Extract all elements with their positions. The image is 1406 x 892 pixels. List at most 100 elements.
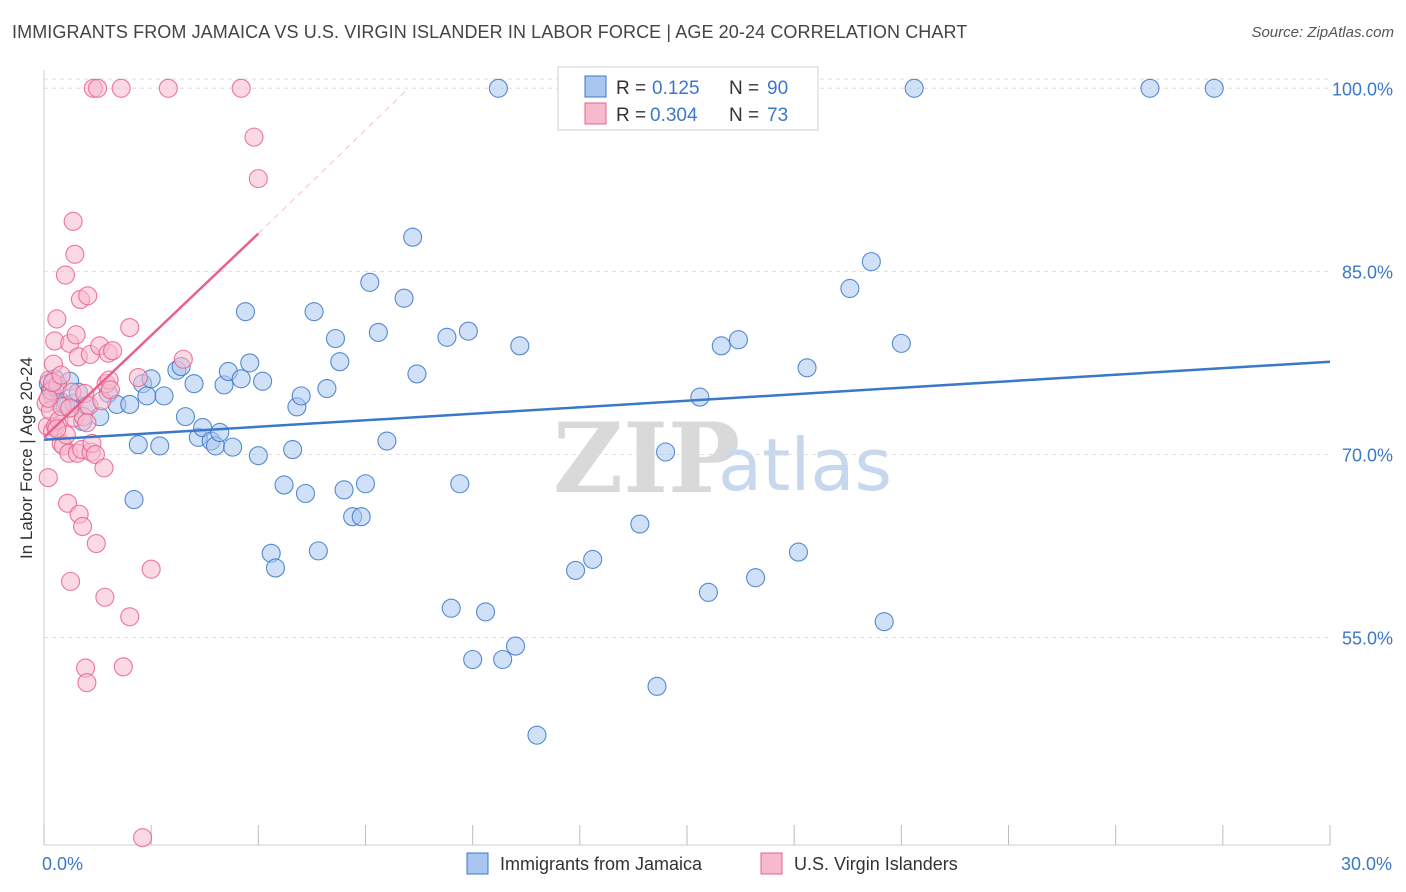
legend-swatch-jamaica (584, 75, 607, 98)
point-usvi-62 (158, 78, 178, 98)
legend-n-value-jamaica: 90 (767, 78, 788, 99)
point-jamaica-63 (441, 598, 461, 618)
point-usvi-10 (47, 309, 67, 329)
point-jamaica-54 (351, 507, 371, 527)
point-usvi-25 (65, 244, 85, 264)
watermark-atlas: atlas (718, 423, 892, 507)
point-jamaica-41 (265, 558, 286, 578)
point-jamaica-79 (698, 582, 718, 602)
gridlines (44, 78, 1330, 639)
point-jamaica-38 (248, 446, 268, 466)
point-jamaica-15 (120, 394, 140, 414)
point-jamaica-59 (394, 288, 414, 308)
point-jamaica-52 (334, 480, 354, 500)
point-jamaica-85 (840, 278, 860, 299)
point-usvi-36 (77, 673, 97, 693)
point-usvi-45 (88, 78, 108, 98)
point-usvi-64 (231, 78, 251, 98)
point-jamaica-62 (437, 327, 457, 347)
point-usvi-67 (47, 419, 67, 439)
point-usvi-21 (61, 571, 81, 591)
y-tick-label-3: 55.0% (1342, 629, 1393, 649)
point-jamaica-16 (124, 490, 144, 510)
point-jamaica-83 (788, 542, 809, 562)
point-jamaica-45 (291, 386, 311, 406)
point-jamaica-90 (1140, 78, 1160, 98)
legend-box: R = 0.125 N = 90 R = 0.304 N = 73 (557, 66, 819, 131)
point-jamaica-31 (210, 422, 230, 443)
y-axis-label: In Labor Force | Age 20-24 (17, 357, 36, 559)
point-jamaica-66 (463, 649, 483, 670)
watermark: ZIP atlas (553, 402, 892, 515)
point-jamaica-89 (904, 78, 924, 98)
point-usvi-72 (77, 413, 97, 433)
point-jamaica-82 (746, 568, 766, 588)
point-usvi-53 (100, 380, 120, 400)
y-tick-label-0: 100.0% (1332, 79, 1393, 99)
bottom-legend-label-jamaica: Immigrants from Jamaica (500, 854, 703, 874)
point-usvi-26 (66, 325, 86, 345)
point-jamaica-51 (330, 352, 350, 372)
point-jamaica-68 (488, 78, 508, 98)
legend-r-value-usvi: 0.304 (650, 105, 698, 126)
point-jamaica-87 (874, 612, 894, 632)
point-usvi-65 (244, 127, 264, 147)
point-jamaica-58 (377, 431, 397, 451)
point-jamaica-72 (527, 725, 547, 745)
point-usvi-60 (133, 828, 153, 848)
point-usvi-54 (103, 341, 123, 361)
watermark-zip: ZIP (553, 402, 740, 515)
point-jamaica-34 (223, 437, 243, 457)
point-jamaica-49 (317, 378, 337, 399)
point-jamaica-75 (630, 514, 650, 534)
point-usvi-16 (55, 265, 75, 285)
y-tick-label-1: 85.0% (1342, 262, 1393, 282)
point-jamaica-61 (407, 364, 427, 384)
y-tick-label-2: 70.0% (1342, 445, 1393, 465)
point-jamaica-81 (728, 330, 748, 350)
point-jamaica-71 (510, 336, 530, 356)
point-jamaica-57 (368, 322, 388, 342)
point-jamaica-43 (283, 440, 303, 460)
point-jamaica-37 (240, 353, 260, 373)
point-usvi-48 (94, 458, 114, 478)
bottom-legend: Immigrants from Jamaica U.S. Virgin Isla… (466, 852, 958, 875)
point-usvi-18 (58, 493, 78, 513)
point-jamaica-42 (274, 475, 294, 495)
point-jamaica-22 (154, 386, 174, 406)
point-usvi-37 (78, 286, 98, 306)
point-usvi-66 (248, 169, 268, 189)
point-jamaica-76 (647, 676, 667, 696)
point-jamaica-26 (184, 374, 204, 394)
point-usvi-61 (141, 559, 161, 579)
trend-line-jamaica (43, 360, 1331, 442)
point-usvi-56 (113, 657, 133, 677)
point-jamaica-74 (583, 549, 603, 569)
point-jamaica-73 (565, 560, 586, 580)
point-jamaica-60 (403, 227, 423, 247)
point-usvi-59 (128, 368, 148, 388)
point-usvi-32 (73, 516, 93, 537)
point-usvi-49 (95, 587, 115, 607)
point-jamaica-88 (891, 333, 911, 353)
legend-n-label-jamaica: N = (729, 78, 759, 99)
legend-swatch-usvi (584, 102, 607, 125)
point-jamaica-25 (175, 407, 196, 427)
point-jamaica-55 (355, 474, 376, 494)
point-jamaica-91 (1204, 78, 1224, 98)
point-usvi-63 (173, 349, 193, 369)
point-jamaica-84 (797, 358, 817, 378)
legend-n-label-usvi: N = (729, 105, 759, 126)
chart-title: IMMIGRANTS FROM JAMAICA VS U.S. VIRGIN I… (12, 22, 968, 42)
point-jamaica-19 (137, 386, 157, 406)
point-jamaica-47 (304, 302, 324, 322)
point-jamaica-77 (656, 442, 676, 462)
point-jamaica-35 (231, 369, 251, 389)
point-usvi-55 (111, 78, 131, 98)
point-usvi-68 (60, 398, 80, 418)
trend-line-usvi (43, 232, 260, 439)
point-jamaica-69 (493, 649, 513, 670)
point-jamaica-21 (150, 436, 170, 456)
point-usvi-23 (63, 211, 83, 231)
